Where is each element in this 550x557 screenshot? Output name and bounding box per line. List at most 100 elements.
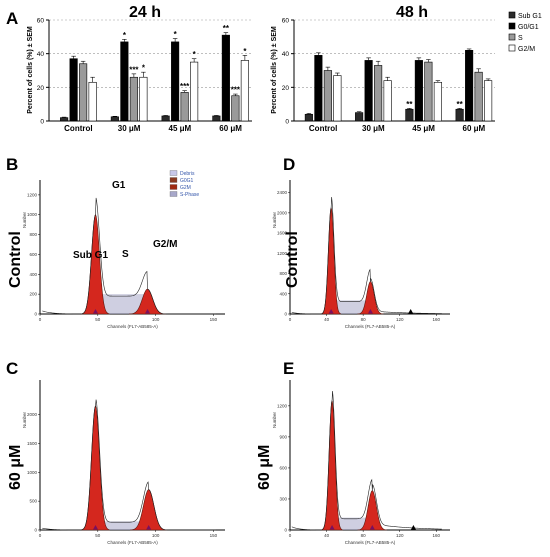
x-tick-label: 100 (152, 317, 160, 322)
y-tick-label: 0 (284, 312, 287, 317)
bar-chart-48h: 48 h Percent of cells (%) ± SEM 0 20 40 60 Con… (271, 4, 495, 133)
bar (88, 81, 97, 122)
y-axis-label: Percent of cells (%) ± SEM (27, 26, 34, 114)
bar (221, 34, 230, 122)
significance-mark: * (243, 47, 247, 56)
y-tick-label: 0 (284, 528, 287, 533)
y-axis-label: Percent of cells (%) ± SEM (271, 26, 278, 114)
label-s: S (122, 249, 129, 260)
category-label: 45 μM (412, 124, 435, 133)
bar (465, 49, 474, 122)
hist-legend-swatch (169, 177, 178, 183)
bar (474, 71, 483, 122)
x-tick-label: 40 (324, 317, 330, 322)
y-tick-label: 400 (279, 291, 287, 296)
y-axis-label: Number (22, 412, 27, 429)
row-label-conc-e: 60 μM (256, 445, 273, 490)
y-tick-label: 0 (34, 312, 37, 317)
row-label-conc-c: 60 μM (7, 445, 24, 490)
s-phase-fill (95, 294, 148, 314)
label-g2m: G2/M (153, 239, 177, 250)
x-axis-label: Channels (FL7-AB585-A) (107, 324, 158, 329)
y-tick-label: 0 (40, 119, 44, 126)
bar (424, 61, 433, 122)
x-tick-label: 0 (289, 317, 292, 322)
x-tick-label: 120 (396, 317, 404, 322)
bar-legend: Sub G1 G0/G1 S G2/M (508, 11, 542, 53)
bar (304, 113, 313, 122)
significance-mark: * (123, 31, 127, 40)
significance-mark: * (174, 30, 178, 39)
category-label: 30 μM (118, 124, 141, 133)
hist-legend-label: Debris (180, 171, 195, 177)
bar (484, 80, 493, 122)
x-axis-label: Channels (FL7-AB585-A) (345, 540, 396, 545)
bar (455, 108, 464, 122)
histogram-outline (42, 197, 216, 315)
category-label: Control (64, 124, 92, 133)
significance-mark: *** (231, 86, 241, 95)
x-tick-label: 0 (39, 317, 42, 322)
bar (383, 80, 392, 122)
y-tick-label: 20 (37, 85, 45, 92)
bar (433, 81, 442, 122)
bar (314, 55, 323, 122)
bar (190, 61, 199, 122)
x-tick-label: 120 (396, 533, 404, 538)
x-axis-label: Channels (FL7-AB585-A) (345, 324, 396, 329)
histogram-outline (42, 399, 216, 531)
g0g1-peak (81, 405, 110, 531)
bar (231, 95, 240, 122)
x-tick-label: 80 (361, 317, 367, 322)
y-tick-label: 2000 (27, 412, 38, 417)
g2m-peak (357, 281, 384, 315)
peak-marker (410, 525, 416, 530)
x-axis-label: Channels (FL7-AB585-A) (107, 540, 158, 545)
legend-label: S (518, 35, 523, 42)
y-tick-label: 600 (29, 252, 37, 257)
x-tick-label: 80 (361, 533, 367, 538)
bar (355, 112, 364, 122)
hist-legend-label: S-Phase (180, 192, 199, 198)
peak-marker (367, 309, 373, 314)
panel-label-d: D (283, 155, 295, 174)
category-label: 60 μM (463, 124, 486, 133)
x-tick-label: 50 (95, 317, 101, 322)
bar (374, 65, 383, 122)
y-tick-label: 40 (282, 51, 290, 58)
row-label-control-d: Control (284, 231, 301, 288)
peak-marker (329, 525, 335, 530)
bar (323, 70, 332, 122)
y-tick-label: 20 (282, 85, 290, 92)
category-label: 60 μM (219, 124, 242, 133)
hist-legend-swatch (169, 170, 178, 176)
legend-label: G0/G1 (518, 24, 539, 31)
y-tick-label: 300 (279, 496, 287, 501)
significance-mark: ** (457, 100, 464, 109)
bar (110, 116, 119, 122)
bar (180, 92, 189, 122)
bar (333, 75, 342, 122)
x-tick-label: 100 (152, 533, 160, 538)
y-tick-label: 0 (34, 528, 37, 533)
y-tick-label: 800 (279, 271, 287, 276)
bar (364, 60, 373, 122)
category-label: 30 μM (362, 124, 385, 133)
hist-legend-label: G0G1 (180, 178, 194, 184)
s-phase-fill (332, 517, 373, 530)
label-g1: G1 (112, 180, 126, 191)
hist-legend-swatch (169, 191, 178, 197)
y-tick-label: 0 (285, 119, 289, 126)
y-tick-label: 500 (29, 499, 37, 504)
y-tick-label: 900 (279, 434, 287, 439)
category-label: Control (309, 124, 337, 133)
label-sub-g1: Sub G1 (73, 250, 108, 261)
y-tick-label: 1000 (27, 212, 38, 217)
s-phase-fill (95, 521, 149, 530)
y-tick-label: 1600 (277, 231, 288, 236)
x-tick-label: 160 (433, 533, 441, 538)
y-tick-label: 1500 (27, 441, 38, 446)
